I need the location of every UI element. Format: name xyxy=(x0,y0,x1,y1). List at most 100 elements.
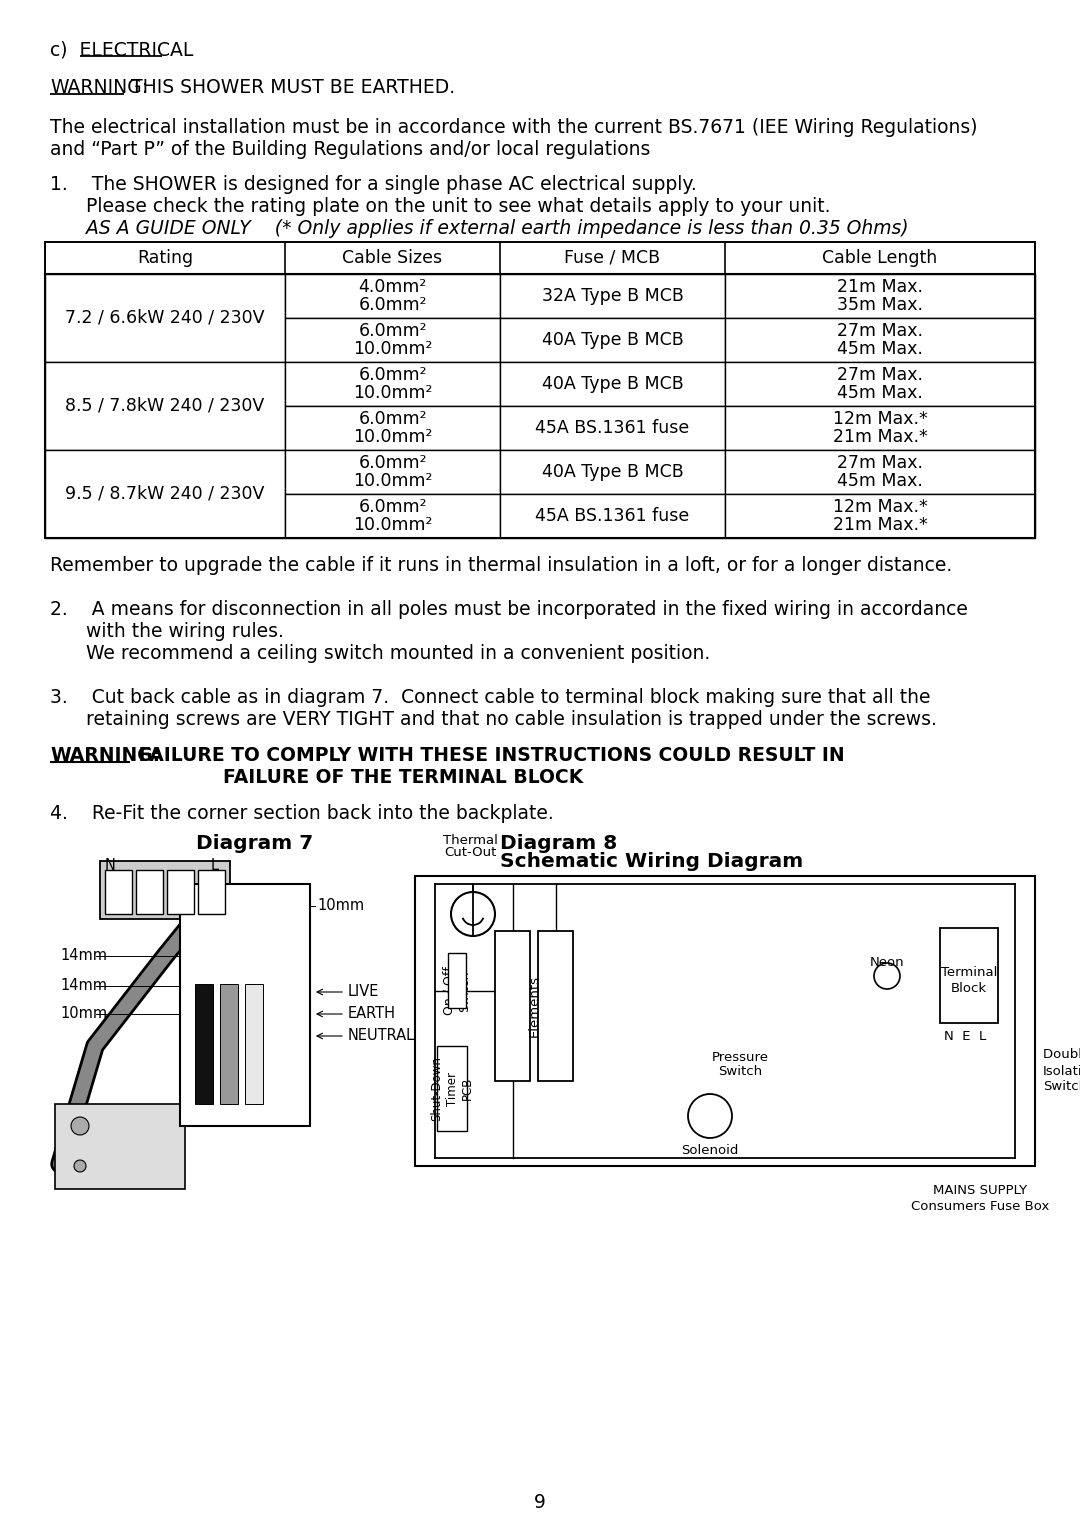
Bar xyxy=(198,870,225,914)
Bar xyxy=(725,275,1035,317)
Text: THIS SHOWER MUST BE EARTHED.: THIS SHOWER MUST BE EARTHED. xyxy=(125,78,455,98)
Text: Shut-Down
Timer
PCB: Shut-Down Timer PCB xyxy=(431,1056,473,1122)
Text: 4.    Re-Fit the corner section back into the backplate.: 4. Re-Fit the corner section back into t… xyxy=(50,804,554,823)
Text: NEUTRAL: NEUTRAL xyxy=(348,1029,415,1044)
Text: N: N xyxy=(105,859,116,873)
Text: We recommend a ceiling switch mounted in a convenient position.: We recommend a ceiling switch mounted in… xyxy=(50,644,711,662)
Text: retaining screws are VERY TIGHT and that no cable insulation is trapped under th: retaining screws are VERY TIGHT and that… xyxy=(50,710,936,729)
Bar xyxy=(500,450,725,494)
Text: EARTH: EARTH xyxy=(348,1007,396,1021)
Text: Schematic Wiring Diagram: Schematic Wiring Diagram xyxy=(500,852,804,871)
Bar xyxy=(45,450,285,539)
Text: AS A GUIDE ONLY    (* Only applies if external earth impedance is less than 0.35: AS A GUIDE ONLY (* Only applies if exter… xyxy=(50,220,908,238)
Text: Thermal: Thermal xyxy=(443,835,498,847)
Text: and “Part P” of the Building Regulations and/or local regulations: and “Part P” of the Building Regulations… xyxy=(50,140,650,159)
Bar xyxy=(195,984,213,1103)
Bar xyxy=(55,1103,185,1189)
Text: 45m Max.: 45m Max. xyxy=(837,385,923,401)
Text: 27m Max.: 27m Max. xyxy=(837,322,923,340)
Text: Pressure: Pressure xyxy=(712,1051,769,1064)
Bar xyxy=(725,450,1035,494)
Text: 21m Max.*: 21m Max.* xyxy=(833,516,928,534)
Text: Switch: Switch xyxy=(718,1065,762,1077)
Bar xyxy=(495,931,530,1080)
Text: Diagram 7: Diagram 7 xyxy=(197,835,313,853)
Bar xyxy=(448,954,465,1009)
Bar xyxy=(725,317,1035,362)
Text: Elements: Elements xyxy=(527,975,540,1038)
Text: 40A Type B MCB: 40A Type B MCB xyxy=(542,375,684,394)
Text: 12m Max.*: 12m Max.* xyxy=(833,497,928,516)
Text: 10.0mm²: 10.0mm² xyxy=(353,427,432,446)
Text: 10mm: 10mm xyxy=(318,899,364,914)
Bar xyxy=(725,494,1035,539)
Text: 6.0mm²: 6.0mm² xyxy=(359,497,427,516)
Text: FAILURE TO COMPLY WITH THESE INSTRUCTIONS COULD RESULT IN: FAILURE TO COMPLY WITH THESE INSTRUCTION… xyxy=(132,746,845,765)
Bar xyxy=(285,450,500,494)
Bar xyxy=(500,317,725,362)
Circle shape xyxy=(71,1117,89,1135)
Text: 9.5 / 8.7kW 240 / 230V: 9.5 / 8.7kW 240 / 230V xyxy=(65,485,265,504)
Text: 45A BS.1361 fuse: 45A BS.1361 fuse xyxy=(536,420,690,436)
Bar xyxy=(285,317,500,362)
Bar xyxy=(500,362,725,406)
Text: Cable Length: Cable Length xyxy=(822,249,937,267)
Bar xyxy=(725,362,1035,406)
Bar xyxy=(415,876,1035,1166)
Text: 3.    Cut back cable as in diagram 7.  Connect cable to terminal block making su: 3. Cut back cable as in diagram 7. Conne… xyxy=(50,688,931,707)
Text: 9: 9 xyxy=(535,1492,545,1511)
Text: c)  ELECTRICAL: c) ELECTRICAL xyxy=(50,40,193,60)
Bar xyxy=(940,928,998,1022)
Text: 45m Max.: 45m Max. xyxy=(837,340,923,357)
Bar xyxy=(220,984,238,1103)
Text: 6.0mm²: 6.0mm² xyxy=(359,366,427,385)
Text: Please check the rating plate on the unit to see what details apply to your unit: Please check the rating plate on the uni… xyxy=(50,197,831,217)
Text: Rating: Rating xyxy=(137,249,193,267)
Text: 10.0mm²: 10.0mm² xyxy=(353,385,432,401)
Text: 6.0mm²: 6.0mm² xyxy=(359,322,427,340)
Text: Diagram 8: Diagram 8 xyxy=(500,835,618,853)
Text: Neon: Neon xyxy=(869,955,904,969)
Text: 45A BS.1361 fuse: 45A BS.1361 fuse xyxy=(536,507,690,525)
Text: Cable Sizes: Cable Sizes xyxy=(342,249,443,267)
Bar xyxy=(167,870,194,914)
Text: with the wiring rules.: with the wiring rules. xyxy=(50,623,284,641)
Bar xyxy=(105,870,132,914)
Text: N  E  L: N E L xyxy=(944,1030,986,1044)
Bar xyxy=(285,494,500,539)
Bar xyxy=(136,870,163,914)
Text: 2.    A means for disconnection in all poles must be incorporated in the fixed w: 2. A means for disconnection in all pole… xyxy=(50,600,968,620)
Bar xyxy=(45,275,285,362)
Text: 10.0mm²: 10.0mm² xyxy=(353,472,432,490)
Text: 32A Type B MCB: 32A Type B MCB xyxy=(541,287,684,305)
Text: Fuse / MCB: Fuse / MCB xyxy=(565,249,661,267)
Bar xyxy=(45,362,285,450)
Text: 6.0mm²: 6.0mm² xyxy=(359,410,427,429)
Bar xyxy=(285,362,500,406)
Text: 10.0mm²: 10.0mm² xyxy=(353,516,432,534)
Text: 7.2 / 6.6kW 240 / 230V: 7.2 / 6.6kW 240 / 230V xyxy=(65,308,265,327)
Text: L: L xyxy=(211,859,219,873)
Bar xyxy=(500,494,725,539)
Bar xyxy=(437,1045,467,1131)
Text: 14mm: 14mm xyxy=(60,949,107,963)
Text: 40A Type B MCB: 40A Type B MCB xyxy=(542,331,684,349)
Text: The electrical installation must be in accordance with the current BS.7671 (IEE : The electrical installation must be in a… xyxy=(50,118,977,137)
Text: 6.0mm²: 6.0mm² xyxy=(359,296,427,314)
Bar xyxy=(285,275,500,317)
Text: 10.0mm²: 10.0mm² xyxy=(353,340,432,357)
Text: Terminal
Block: Terminal Block xyxy=(941,966,997,995)
Bar xyxy=(538,931,573,1080)
Circle shape xyxy=(688,1094,732,1138)
Bar xyxy=(100,861,230,919)
Text: FAILURE OF THE TERMINAL BLOCK: FAILURE OF THE TERMINAL BLOCK xyxy=(132,768,583,787)
Text: WARNING:: WARNING: xyxy=(50,78,148,98)
Circle shape xyxy=(451,893,495,935)
Text: 4.0mm²: 4.0mm² xyxy=(359,278,427,296)
Bar xyxy=(285,406,500,450)
Text: Double Pole
Isolating
Switch: Double Pole Isolating Switch xyxy=(1043,1048,1080,1094)
Text: 10mm: 10mm xyxy=(60,1007,107,1021)
Text: 21m Max.*: 21m Max.* xyxy=(833,427,928,446)
Bar xyxy=(500,275,725,317)
Text: 1.    The SHOWER is designed for a single phase AC electrical supply.: 1. The SHOWER is designed for a single p… xyxy=(50,175,697,194)
